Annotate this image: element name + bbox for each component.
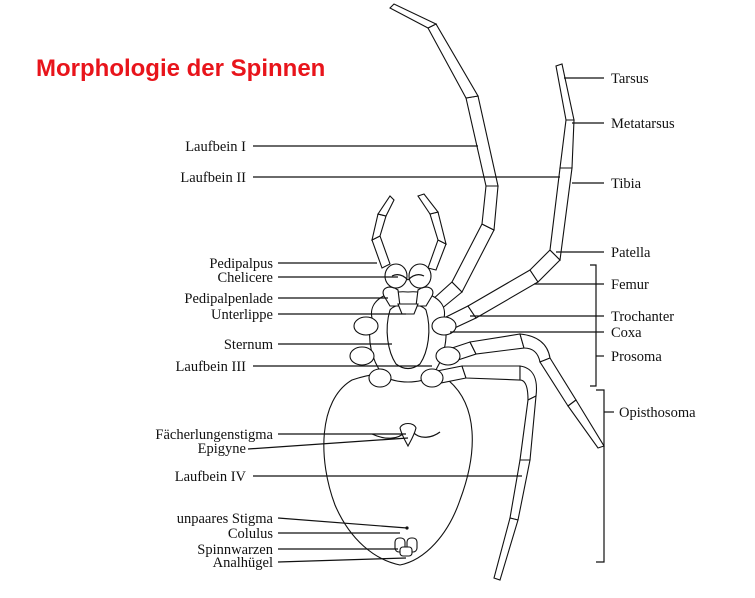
- label-spinnwarzen: Spinnwarzen: [197, 542, 273, 558]
- label-unterlippe: Unterlippe: [211, 307, 273, 323]
- prosoma-ventral-shape: [349, 263, 461, 388]
- labels-right: Tarsus Metatarsus Tibia Patella Femur Tr…: [611, 71, 696, 421]
- label-chelicere: Chelicere: [217, 270, 273, 286]
- label-unpaares-stigma: unpaares Stigma: [177, 511, 274, 527]
- label-trochanter: Trochanter: [611, 309, 674, 325]
- pedipalp-shapes: [371, 193, 447, 271]
- label-analhuegel: Analhügel: [213, 555, 273, 571]
- leg-2-shape: [439, 63, 575, 333]
- labels-left: Laufbein I Laufbein II Pedipalpus Chelic…: [155, 139, 273, 571]
- label-coxa: Coxa: [611, 325, 642, 341]
- label-colulus: Colulus: [228, 526, 273, 542]
- opisthosoma-outline: [323, 371, 473, 566]
- diagram-title: Morphologie der Spinnen: [36, 55, 326, 82]
- label-faecherlungenstigma: Fächerlungenstigma: [155, 427, 273, 443]
- label-opisthosoma: Opisthosoma: [619, 405, 696, 421]
- label-laufbein-4: Laufbein IV: [175, 469, 247, 485]
- label-laufbein-1: Laufbein I: [185, 139, 246, 155]
- leader-lines-left: [247, 145, 560, 563]
- label-patella: Patella: [611, 245, 651, 261]
- label-laufbein-2: Laufbein II: [180, 170, 246, 186]
- label-pedipalpus: Pedipalpus: [209, 256, 273, 272]
- leader-lines-right: [450, 77, 614, 563]
- label-prosoma: Prosoma: [611, 349, 662, 365]
- label-epigyne: Epigyne: [198, 441, 246, 457]
- label-pedipalpenlade: Pedipalpenlade: [184, 291, 273, 307]
- label-sternum: Sternum: [224, 337, 274, 353]
- label-femur: Femur: [611, 277, 649, 293]
- label-metatarsus: Metatarsus: [611, 116, 675, 132]
- spinnerets-shape: [394, 526, 418, 557]
- leg-4-shape: [431, 365, 538, 581]
- label-tibia: Tibia: [611, 176, 642, 192]
- leg-1-shape: [389, 3, 499, 311]
- label-laufbein-3: Laufbein III: [176, 359, 247, 375]
- label-tarsus: Tarsus: [611, 71, 649, 87]
